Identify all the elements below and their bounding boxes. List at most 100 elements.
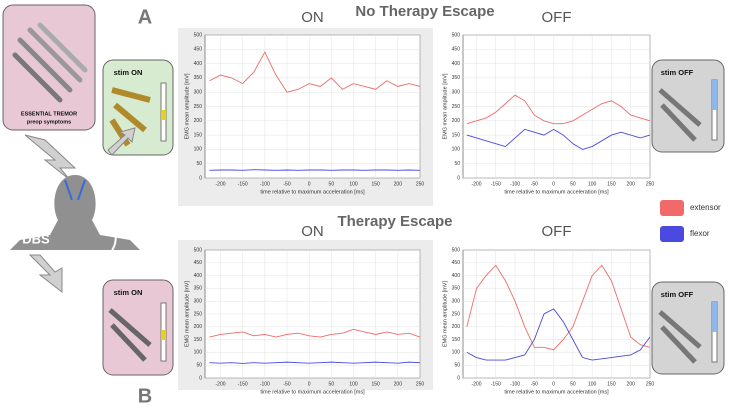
y-tick-label: 200 xyxy=(194,324,203,330)
y-axis-label: EMG mean amplitude [mV] xyxy=(442,73,448,139)
data-line xyxy=(466,308,651,361)
y-tick-label: 200 xyxy=(452,324,461,330)
y-tick-label: 500 xyxy=(452,247,461,253)
x-axis-label: time relative to maximum acceleration [m… xyxy=(260,389,365,395)
x-tick-label: 250 xyxy=(416,381,425,387)
x-tick-label: 50 xyxy=(570,381,576,387)
electrodes xyxy=(64,179,86,201)
y-tick-label: 250 xyxy=(194,311,203,317)
legend-label: flexor xyxy=(690,229,710,238)
y-axis-label: EMG mean amplitude [mV] xyxy=(184,73,190,139)
x-tick-label: -100 xyxy=(260,381,270,387)
x-tick-label: -200 xyxy=(471,381,481,387)
y-tick-label: 0 xyxy=(457,375,460,381)
y-tick-label: 450 xyxy=(194,260,203,266)
y-tick-label: 350 xyxy=(452,286,461,292)
hand-icon xyxy=(658,310,702,364)
dbs-label: DBS xyxy=(22,231,50,246)
x-tick-label: 100 xyxy=(588,381,597,387)
y-tick-label: 450 xyxy=(452,47,461,53)
y-tick-label: 450 xyxy=(194,47,203,53)
y-tick-label: 400 xyxy=(452,61,461,67)
x-tick-label: -150 xyxy=(238,181,248,187)
y-tick-label: 350 xyxy=(194,75,203,81)
x-tick-label: -200 xyxy=(216,381,226,387)
x-tick-label: 100 xyxy=(588,181,597,187)
data-line xyxy=(209,328,421,338)
x-tick-label: -50 xyxy=(283,381,290,387)
y-axis-label: EMG mean amplitude [mV] xyxy=(442,281,448,347)
x-tick-label: -100 xyxy=(510,381,520,387)
chart-title: ON xyxy=(301,9,324,26)
data-line xyxy=(466,264,651,351)
data-line xyxy=(209,51,421,93)
y-tick-label: 150 xyxy=(194,132,203,138)
x-tick-label: 50 xyxy=(329,181,335,187)
y-axis-label: EMG mean amplitude [mV] xyxy=(184,281,190,347)
x-tick-label: 150 xyxy=(371,381,380,387)
y-tick-label: 400 xyxy=(194,61,203,67)
panel-label: B xyxy=(138,385,152,407)
y-tick-label: 350 xyxy=(194,286,203,292)
data-line xyxy=(466,128,651,150)
legend-swatch xyxy=(660,226,684,242)
data-line xyxy=(209,169,421,171)
y-tick-label: 50 xyxy=(454,161,460,167)
chart-title: ON xyxy=(301,223,324,240)
y-tick-label: 100 xyxy=(194,147,203,153)
x-tick-label: -150 xyxy=(491,381,501,387)
tremor-label: ESSENTIAL TREMOR xyxy=(21,111,77,117)
y-tick-label: 200 xyxy=(452,118,461,124)
x-tick-label: -50 xyxy=(283,181,290,187)
x-tick-label: -200 xyxy=(471,181,481,187)
x-tick-label: 100 xyxy=(349,381,358,387)
legend-label: extensor xyxy=(690,203,721,212)
x-tick-label: -50 xyxy=(531,181,538,187)
data-line xyxy=(466,94,651,125)
hand-icon xyxy=(12,22,88,103)
x-tick-label: 100 xyxy=(349,181,358,187)
slider-level xyxy=(161,330,166,340)
x-tick-label: -150 xyxy=(491,181,501,187)
stim-label: stim ON xyxy=(114,68,143,77)
tremor-label: preop symptoms xyxy=(27,119,71,125)
y-tick-label: 50 xyxy=(454,363,460,369)
y-tick-label: 0 xyxy=(199,375,202,381)
y-tick-label: 250 xyxy=(194,104,203,110)
y-tick-label: 450 xyxy=(452,260,461,266)
data-line xyxy=(209,361,421,364)
y-tick-label: 350 xyxy=(452,75,461,81)
x-tick-label: 250 xyxy=(646,381,655,387)
y-tick-label: 300 xyxy=(452,90,461,96)
x-tick-label: 50 xyxy=(570,181,576,187)
x-axis-label: time relative to maximum acceleration [m… xyxy=(504,189,609,195)
head xyxy=(10,175,140,250)
y-tick-label: 300 xyxy=(452,299,461,305)
stim-off-box xyxy=(651,281,725,375)
x-axis-label: time relative to maximum acceleration [m… xyxy=(260,189,365,195)
group-heading: Therapy Escape xyxy=(337,213,452,230)
x-tick-label: 0 xyxy=(552,381,555,387)
chart-title: OFF xyxy=(542,223,572,240)
slider-level xyxy=(712,302,717,332)
y-tick-label: 50 xyxy=(196,363,202,369)
y-tick-label: 100 xyxy=(452,350,461,356)
x-tick-label: -100 xyxy=(260,181,270,187)
x-tick-label: 250 xyxy=(646,181,655,187)
stim-label: stim ON xyxy=(114,288,143,297)
stim-off-box xyxy=(651,59,725,153)
y-tick-label: 400 xyxy=(194,273,203,279)
hand-icon xyxy=(108,308,152,362)
chart-title: OFF xyxy=(542,9,572,26)
group-heading: No Therapy Escape xyxy=(355,3,494,20)
y-tick-label: 50 xyxy=(196,161,202,167)
stim-label: stim OFF xyxy=(661,290,694,299)
x-tick-label: 0 xyxy=(308,381,311,387)
hand-icon xyxy=(658,88,702,142)
x-tick-label: 0 xyxy=(308,181,311,187)
arrow xyxy=(107,127,136,156)
y-tick-label: 500 xyxy=(452,32,461,38)
legend-swatch xyxy=(660,200,684,216)
lead xyxy=(99,204,117,251)
